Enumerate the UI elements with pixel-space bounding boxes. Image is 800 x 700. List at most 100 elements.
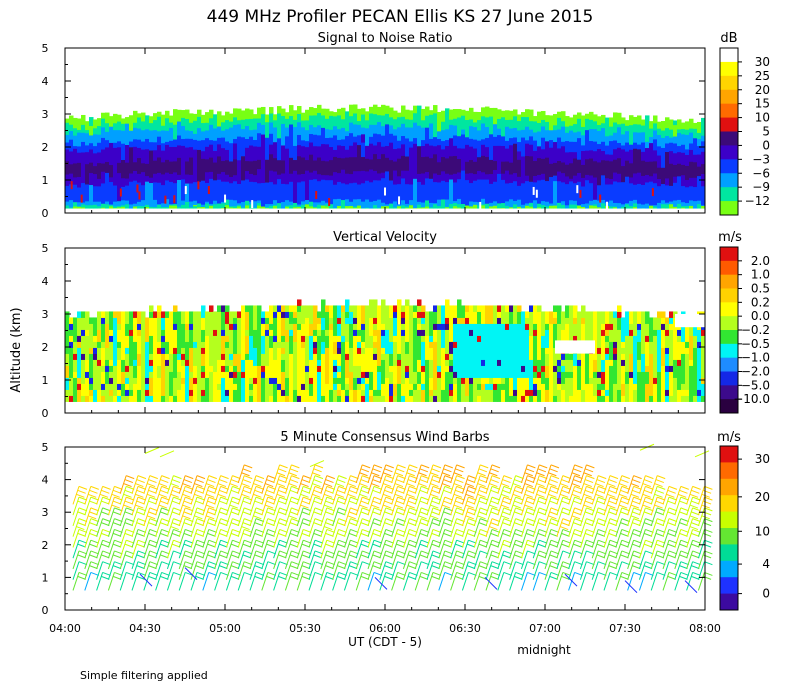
velocity-cell — [273, 383, 278, 390]
velocity-cell — [93, 353, 98, 360]
snr-cell — [521, 207, 526, 209]
snr-cell — [673, 206, 678, 209]
velocity-cell — [141, 317, 146, 324]
velocity-cell — [149, 359, 154, 366]
velocity-cell — [421, 311, 426, 318]
snr-cell — [525, 116, 530, 127]
velocity-cell — [173, 377, 178, 384]
velocity-cell — [449, 305, 454, 312]
snr-cell — [173, 205, 178, 209]
velocity-cell — [253, 341, 258, 348]
snr-cell — [681, 133, 686, 145]
velocity-cell — [177, 377, 182, 384]
wind-barb-flag — [303, 539, 312, 544]
velocity-cell — [393, 365, 398, 372]
velocity-cell — [481, 329, 486, 336]
velocity-cell — [497, 341, 502, 348]
snr-cell — [369, 113, 374, 125]
velocity-cell — [473, 335, 478, 342]
snr-cell — [465, 136, 470, 145]
wind-barb-flag — [266, 532, 275, 537]
velocity-cell — [457, 383, 462, 390]
velocity-cell — [641, 383, 646, 390]
velocity-cell — [633, 323, 638, 330]
snr-cell — [305, 119, 310, 131]
velocity-cell — [457, 365, 462, 372]
snr-cell — [369, 169, 374, 183]
snr-cell — [669, 150, 674, 164]
velocity-cell — [345, 341, 350, 348]
wind-barb-flag — [160, 500, 169, 505]
snr-cell — [657, 167, 662, 180]
snr-cell — [225, 199, 230, 206]
velocity-cell — [681, 329, 686, 336]
snr-cell — [157, 136, 162, 146]
velocity-cell — [217, 383, 222, 390]
velocity-cell — [429, 323, 434, 330]
velocity-cell — [621, 335, 626, 342]
wind-barb-flag — [303, 496, 312, 501]
velocity-cell — [381, 317, 386, 324]
velocity-cell — [657, 359, 662, 366]
velocity-cell — [417, 329, 422, 336]
velocity-cell — [425, 353, 430, 360]
velocity-cell — [381, 335, 386, 342]
velocity-cell — [629, 359, 634, 366]
snr-cell — [141, 112, 146, 122]
snr-speckle — [599, 194, 602, 203]
velocity-cell — [161, 383, 166, 390]
velocity-cell — [649, 317, 654, 324]
velocity-cell — [149, 353, 154, 360]
wind-barb-staff — [155, 507, 163, 527]
velocity-cell — [505, 347, 510, 354]
snr-cell — [329, 111, 334, 116]
snr-cell — [369, 106, 374, 114]
wind-barb-flag — [254, 479, 263, 484]
snr-cell — [349, 201, 354, 206]
wind-barb-staff — [284, 507, 292, 527]
snr-cell — [569, 117, 574, 126]
wind-barb-staff — [249, 486, 257, 505]
snr-cell — [541, 119, 546, 127]
velocity-cell — [185, 341, 190, 348]
wind-barb-staff — [143, 561, 151, 580]
velocity-cell — [557, 365, 562, 372]
snr-cell — [269, 107, 274, 114]
snr-cell — [557, 180, 562, 203]
velocity-cell — [553, 317, 558, 324]
snr-cell — [141, 129, 146, 142]
velocity-cell — [85, 377, 90, 384]
velocity-cell — [141, 389, 146, 396]
velocity-cell — [381, 395, 386, 402]
velocity-cell — [313, 317, 318, 324]
velocity-cell — [117, 329, 122, 336]
velocity-cell — [349, 371, 354, 378]
snr-cell — [685, 154, 690, 166]
snr-cell — [445, 139, 450, 147]
velocity-cell — [521, 371, 526, 378]
velocity-cell — [477, 389, 482, 396]
velocity-cell — [641, 395, 646, 402]
snr-cell — [405, 118, 410, 128]
velocity-cell — [477, 347, 482, 354]
velocity-cell — [657, 341, 662, 348]
velocity-cell — [349, 323, 354, 330]
velocity-cell — [405, 365, 410, 372]
velocity-cell — [601, 377, 606, 384]
velocity-cell — [313, 371, 318, 378]
velocity-cell — [525, 341, 530, 348]
snr-cell — [589, 149, 594, 159]
snr-cell — [345, 149, 350, 158]
velocity-cell — [385, 311, 390, 318]
snr-cell — [397, 205, 402, 209]
velocity-cell — [85, 311, 90, 318]
wind-barb-flag — [146, 493, 156, 498]
velocity-cell — [229, 329, 234, 336]
velocity-cell — [165, 329, 170, 336]
wind-barb-flag — [126, 507, 135, 512]
velocity-cell — [305, 371, 310, 378]
snr-cell — [665, 127, 670, 137]
snr-cell — [177, 179, 182, 203]
wind-barb-staff — [214, 572, 222, 591]
snr-cell — [189, 138, 194, 148]
